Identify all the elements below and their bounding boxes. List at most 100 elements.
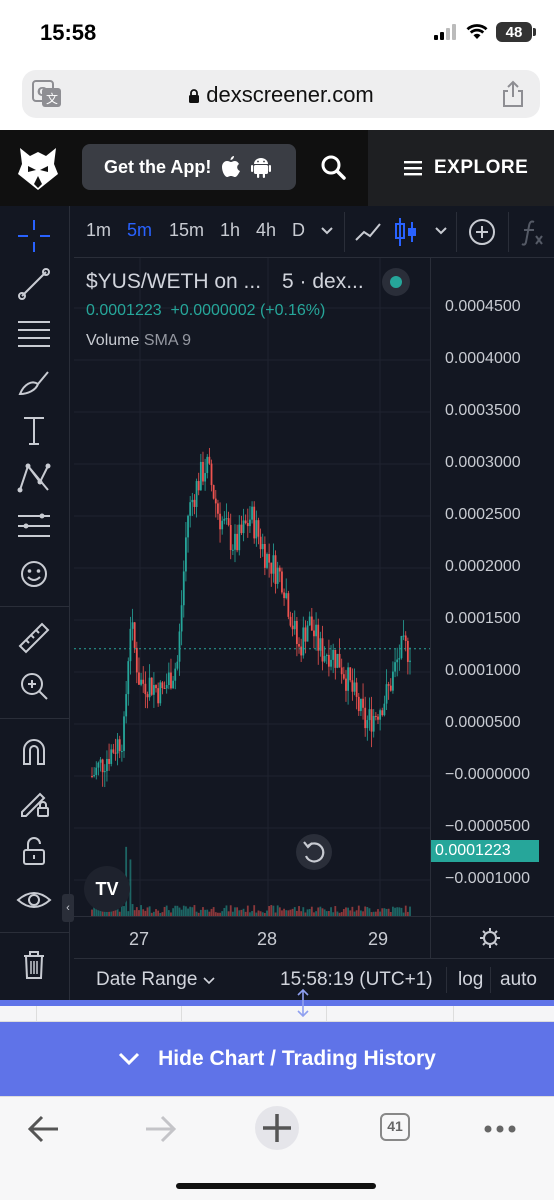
auto-scale-toggle[interactable]: auto xyxy=(500,969,537,990)
magnet-icon[interactable] xyxy=(14,732,54,772)
ruler-tool-icon[interactable] xyxy=(14,618,54,658)
brush-tool-icon[interactable] xyxy=(14,362,54,402)
candle-body xyxy=(195,481,198,507)
share-icon[interactable] xyxy=(500,80,526,108)
pattern-tool-icon[interactable] xyxy=(14,458,54,498)
price-axis[interactable]: 0.0001223 0.0004500 0.0004000 0.0003500 0.0… xyxy=(430,258,554,916)
address-bar[interactable]: G 文 dexscreener.com xyxy=(22,70,540,118)
chevron-down-icon[interactable] xyxy=(320,226,334,236)
toolbar-divider xyxy=(344,212,345,252)
visibility-icon[interactable] xyxy=(14,880,54,920)
tradingview-logo[interactable]: TV xyxy=(84,866,130,912)
android-icon xyxy=(251,158,272,178)
get-app-button[interactable]: Get the App! xyxy=(82,144,296,190)
candle-body xyxy=(259,536,262,550)
volume-bar xyxy=(334,906,337,916)
time-axis[interactable]: 27 28 29 xyxy=(74,916,554,959)
pair-title[interactable]: $YUS/WETH on ... xyxy=(86,270,262,293)
volume-bar xyxy=(155,909,157,916)
volume-bar xyxy=(404,905,407,916)
date-range-button[interactable]: Date Range xyxy=(96,969,215,991)
candle-body xyxy=(148,677,151,698)
candle-body xyxy=(285,593,288,599)
line-chart-icon[interactable] xyxy=(354,220,382,244)
candlestick-icon[interactable] xyxy=(394,216,418,248)
volume-bar xyxy=(355,910,358,916)
collapse-toolbar-button[interactable]: ‹ xyxy=(62,894,74,922)
candle-body xyxy=(246,523,249,527)
candle-body xyxy=(193,499,196,507)
volume-bar xyxy=(283,908,285,916)
last-price: 0.0001223 xyxy=(86,302,162,319)
volume-bar xyxy=(402,912,405,916)
candle-body xyxy=(374,715,377,717)
dexscreener-logo[interactable] xyxy=(16,144,60,192)
volume-bar xyxy=(167,910,170,916)
volume-legend[interactable]: Volume SMA 9 xyxy=(86,332,191,350)
price-chart[interactable] xyxy=(74,258,430,916)
volume-bar xyxy=(135,907,138,916)
text-tool-icon[interactable] xyxy=(14,410,54,450)
volume-bar xyxy=(315,911,317,916)
volume-bar xyxy=(257,910,260,916)
volume-bar xyxy=(310,906,313,916)
volume-bar xyxy=(261,912,264,916)
candle-body xyxy=(157,688,160,704)
volume-bar xyxy=(338,912,341,916)
resize-handle-icon[interactable] xyxy=(294,988,312,1018)
candle-body xyxy=(99,759,102,763)
prediction-tool-icon[interactable] xyxy=(14,506,54,546)
log-scale-toggle[interactable]: log xyxy=(458,969,484,990)
gear-icon[interactable] xyxy=(479,927,501,949)
volume-bar xyxy=(176,905,179,916)
volume-bar xyxy=(409,906,411,916)
zoom-in-icon[interactable] xyxy=(14,666,54,706)
explore-button[interactable]: EXPLORE xyxy=(368,130,554,206)
volume-bar xyxy=(327,911,330,916)
volume-bar xyxy=(195,911,198,916)
trash-icon[interactable] xyxy=(14,944,54,984)
candle-body xyxy=(125,694,128,717)
wifi-icon xyxy=(466,24,488,39)
volume-bar xyxy=(185,906,187,916)
function-icon[interactable] xyxy=(520,218,546,246)
volume-bar xyxy=(259,911,262,916)
more-options-icon[interactable] xyxy=(480,1109,520,1149)
chevron-down-icon[interactable] xyxy=(434,226,448,236)
volume-bar xyxy=(313,912,315,916)
timeframe-d[interactable]: D xyxy=(292,220,305,240)
timeframe-15m[interactable]: 15m xyxy=(169,220,205,240)
new-tab-icon[interactable] xyxy=(254,1105,300,1151)
forward-arrow-icon[interactable] xyxy=(140,1109,180,1149)
candle-body xyxy=(144,683,147,695)
candle-body xyxy=(327,654,330,667)
hide-chart-button[interactable]: Hide Chart / Trading History xyxy=(0,1022,554,1096)
timeframe-5m[interactable]: 5m xyxy=(127,220,153,240)
candle-body xyxy=(227,518,230,525)
lock-drawing-icon[interactable] xyxy=(14,782,54,822)
chart-clock[interactable]: 15:58:19 (UTC+1) xyxy=(280,969,433,990)
fib-retracement-tool-icon[interactable] xyxy=(14,314,54,354)
crosshair-tool-icon[interactable] xyxy=(14,216,54,256)
timeframe-1h[interactable]: 1h xyxy=(220,220,241,240)
timeframe-4h[interactable]: 4h xyxy=(256,220,277,240)
volume-bar xyxy=(118,911,121,916)
unlock-icon[interactable] xyxy=(14,832,54,872)
tabs-count-button[interactable]: 41 xyxy=(380,1113,410,1141)
timeframe-1m[interactable]: 1m xyxy=(86,220,112,240)
url-display[interactable]: dexscreener.com xyxy=(22,82,540,108)
volume-bar xyxy=(97,909,100,916)
candle-body xyxy=(317,624,320,651)
translate-icon[interactable]: G 文 xyxy=(32,80,62,108)
chart-resize-bar[interactable] xyxy=(0,1000,554,1006)
status-icons: 48 xyxy=(434,22,536,42)
price-axis-label: 0.0003000 xyxy=(445,454,521,471)
price-axis-label: −0.0001000 xyxy=(445,870,530,887)
search-icon[interactable] xyxy=(318,152,350,184)
candle-body xyxy=(234,533,236,550)
add-indicator-icon[interactable] xyxy=(468,218,496,246)
back-arrow-icon[interactable] xyxy=(24,1109,64,1149)
reset-chart-button[interactable] xyxy=(296,834,332,870)
emoji-tool-icon[interactable] xyxy=(14,554,54,594)
trend-line-tool-icon[interactable] xyxy=(14,264,54,304)
